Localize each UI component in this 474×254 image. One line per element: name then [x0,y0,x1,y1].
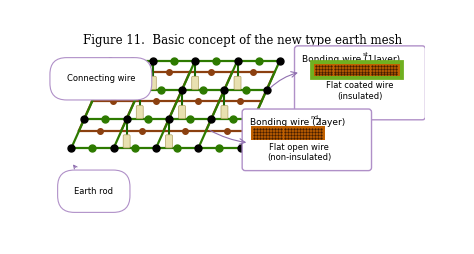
Text: Bonding wire (2: Bonding wire (2 [250,118,321,127]
FancyBboxPatch shape [221,106,228,119]
FancyBboxPatch shape [179,106,185,119]
Text: Flat coated wire
(insulated): Flat coated wire (insulated) [326,81,394,101]
FancyBboxPatch shape [234,76,241,89]
FancyBboxPatch shape [242,109,372,171]
Bar [251,126,325,140]
Text: layer): layer) [368,55,401,64]
FancyBboxPatch shape [294,46,425,120]
Text: layer): layer) [316,118,346,127]
FancyBboxPatch shape [165,135,173,148]
Text: Earth rod: Earth rod [73,165,113,196]
Text: Flat open wire
(non-insulated): Flat open wire (non-insulated) [267,143,331,162]
Text: Bonding wire (1: Bonding wire (1 [302,55,374,64]
FancyBboxPatch shape [149,76,156,89]
FancyBboxPatch shape [137,106,143,119]
Bar [314,64,400,76]
FancyBboxPatch shape [123,135,130,148]
Text: Connecting wire: Connecting wire [66,65,150,83]
Text: nd: nd [310,115,319,120]
Text: Figure 11.  Basic concept of the new type earth mesh: Figure 11. Basic concept of the new type… [83,34,402,47]
Bar [311,61,402,78]
FancyBboxPatch shape [191,76,199,89]
Text: st: st [363,52,369,57]
